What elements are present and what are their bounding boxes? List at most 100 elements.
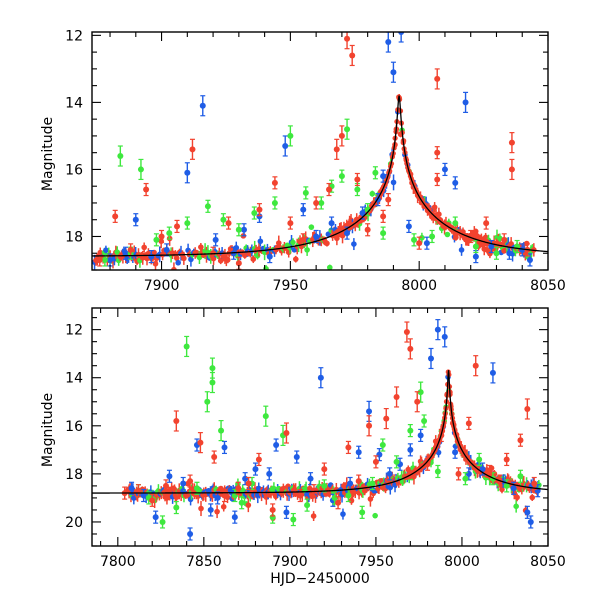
data-point — [321, 482, 328, 489]
data-point — [383, 415, 390, 422]
y-tick-label: 14 — [65, 371, 83, 387]
data-point — [531, 480, 538, 487]
data-point — [503, 482, 510, 489]
data-point — [318, 199, 325, 206]
data-point — [266, 253, 273, 260]
data-point — [462, 475, 469, 482]
data-point — [283, 430, 290, 437]
data-point — [407, 446, 414, 453]
y-tick-label: 12 — [65, 28, 83, 44]
data-point — [429, 233, 436, 240]
data-point — [524, 509, 531, 516]
data-point — [376, 451, 383, 458]
y-tick-label: 18 — [65, 229, 83, 245]
y-tick-label: 18 — [65, 467, 83, 483]
data-point — [297, 492, 304, 499]
x-tick-label: 8000 — [444, 554, 480, 570]
data-point — [307, 475, 314, 482]
data-point — [183, 343, 190, 350]
x-tick-label: 8000 — [401, 278, 437, 294]
data-point — [359, 210, 366, 217]
data-point — [287, 220, 294, 227]
data-point — [493, 250, 500, 257]
data-point — [197, 439, 204, 446]
data-point — [407, 345, 414, 352]
x-tick-label: 7850 — [186, 554, 222, 570]
data-point — [344, 35, 351, 42]
data-point — [517, 473, 524, 480]
data-point — [174, 223, 181, 230]
data-point — [472, 362, 479, 369]
data-point — [302, 189, 309, 196]
data-point — [366, 408, 373, 415]
data-point — [220, 216, 227, 223]
data-point — [476, 456, 483, 463]
data-point — [326, 186, 333, 193]
data-point — [355, 478, 362, 485]
y-tick-label: 16 — [65, 419, 83, 435]
data-point — [452, 220, 459, 227]
data-point — [345, 492, 352, 499]
data-point — [486, 468, 493, 475]
data-point — [416, 240, 423, 247]
data-point — [211, 454, 218, 461]
data-point — [380, 230, 387, 237]
y-tick-label: 14 — [65, 95, 83, 111]
data-point — [143, 186, 150, 193]
data-point — [158, 233, 165, 240]
data-point — [153, 236, 160, 243]
data-point — [434, 75, 441, 82]
x-axis-label: HJD−2450000 — [270, 571, 370, 587]
data-point — [366, 422, 373, 429]
y-tick-label: 12 — [65, 323, 83, 339]
data-point — [149, 497, 156, 504]
x-tick-label: 7950 — [358, 554, 394, 570]
data-point — [269, 506, 276, 513]
data-point — [287, 132, 294, 139]
data-point — [255, 456, 262, 463]
data-point — [163, 246, 170, 253]
data-point — [193, 485, 200, 492]
data-point — [262, 413, 269, 420]
data-point — [221, 492, 228, 499]
data-point — [386, 470, 393, 477]
data-point — [524, 405, 531, 412]
data-point — [127, 246, 134, 253]
data-point — [117, 153, 124, 160]
data-point — [231, 492, 238, 499]
data-point — [189, 146, 196, 153]
data-point — [204, 398, 211, 405]
data-point — [290, 516, 297, 523]
data-point — [187, 478, 194, 485]
data-point — [526, 256, 533, 263]
data-point — [107, 256, 114, 263]
data-point — [344, 126, 351, 133]
data-point — [166, 473, 173, 480]
data-point — [489, 369, 496, 376]
data-point — [304, 502, 311, 509]
data-point — [335, 499, 342, 506]
data-point — [112, 213, 119, 220]
bottom-panel: 7800 7850 7900 7950 8000 8050 12 14 16 18 20 — [65, 307, 566, 570]
data-point — [235, 260, 242, 267]
data-point — [417, 432, 424, 439]
data-point — [251, 210, 258, 217]
axes-frame — [91, 307, 549, 547]
data-point — [379, 442, 386, 449]
data-point — [207, 506, 214, 513]
data-point — [148, 253, 155, 260]
data-point — [283, 509, 290, 516]
data-point — [452, 449, 459, 456]
data-point — [214, 494, 221, 501]
data-point — [266, 470, 273, 477]
x-tick-label: 7800 — [100, 554, 136, 570]
data-point — [527, 518, 534, 525]
data-point — [393, 393, 400, 400]
data-point — [385, 196, 392, 203]
data-point — [355, 449, 362, 456]
data-point — [204, 203, 211, 210]
model-curve — [92, 370, 548, 494]
data-point — [293, 454, 300, 461]
data-point — [347, 480, 354, 487]
data-point — [180, 480, 187, 487]
